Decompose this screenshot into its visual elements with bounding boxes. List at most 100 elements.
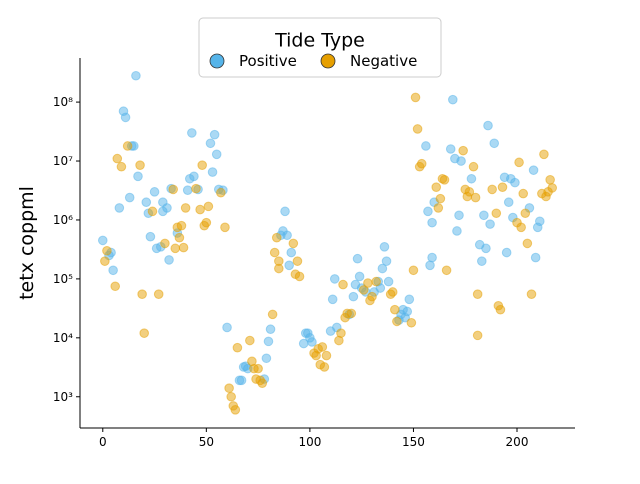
point: [410, 92, 421, 103]
y-tick-label: 10⁴: [53, 331, 73, 345]
point: [547, 183, 558, 193]
point: [176, 220, 187, 231]
point: [120, 112, 131, 123]
point: [261, 353, 272, 364]
point: [187, 128, 197, 138]
point: [427, 217, 437, 228]
point: [423, 206, 433, 217]
point: [112, 153, 123, 164]
point: [367, 291, 377, 302]
point: [327, 294, 338, 305]
y-tick-label: 10⁸: [53, 95, 73, 109]
point: [222, 322, 232, 333]
point: [178, 242, 189, 253]
point: [354, 271, 365, 282]
point: [392, 316, 402, 327]
point: [381, 256, 392, 266]
point: [501, 247, 512, 258]
point: [495, 304, 506, 315]
point: [358, 285, 369, 295]
point: [265, 324, 276, 335]
point: [383, 276, 394, 287]
point: [116, 161, 127, 172]
point: [114, 203, 125, 213]
point: [203, 201, 214, 212]
point: [520, 208, 531, 219]
point: [487, 184, 497, 195]
point: [510, 177, 520, 188]
point: [226, 391, 236, 402]
point: [431, 182, 442, 192]
point: [530, 252, 541, 263]
legend-label: Positive: [239, 52, 297, 70]
point: [110, 281, 121, 292]
point: [481, 243, 491, 254]
point: [534, 216, 545, 227]
point: [503, 197, 514, 208]
point: [404, 294, 415, 305]
point: [201, 217, 212, 228]
point: [470, 192, 481, 203]
point: [416, 158, 427, 169]
point: [205, 138, 216, 149]
legend-marker: [320, 53, 336, 69]
y-tick-label: 10³: [53, 390, 73, 404]
point: [257, 378, 268, 388]
point: [466, 173, 477, 184]
point: [124, 192, 135, 203]
point: [253, 363, 263, 374]
point: [329, 274, 340, 284]
legend-label: Negative: [350, 52, 417, 70]
point: [108, 265, 118, 276]
y-tick-label: 10⁷: [53, 154, 73, 168]
legend-frame: [198, 17, 442, 78]
point: [288, 238, 299, 249]
point: [371, 276, 381, 287]
point: [439, 175, 450, 185]
point: [317, 342, 328, 352]
point: [282, 230, 292, 241]
x-tick-label: 150: [402, 435, 425, 449]
point: [479, 210, 489, 221]
point: [245, 335, 255, 346]
point: [319, 362, 330, 372]
y-tick-label: 10⁶: [53, 213, 73, 227]
point: [141, 197, 152, 208]
point: [468, 161, 479, 172]
point: [402, 306, 413, 317]
point: [514, 157, 524, 168]
point: [379, 242, 390, 252]
point: [271, 232, 282, 243]
legend-marker: [209, 53, 225, 69]
point: [526, 289, 537, 299]
point: [168, 184, 179, 195]
point: [472, 330, 483, 341]
point: [448, 94, 458, 105]
point: [274, 256, 284, 266]
point: [133, 171, 143, 182]
point: [170, 243, 181, 254]
point: [491, 208, 502, 219]
point: [441, 265, 452, 276]
point: [100, 256, 110, 266]
point: [464, 187, 475, 197]
legend-title: Tide Type: [274, 30, 365, 52]
point: [387, 287, 398, 297]
y-axis-label: tetx coppml: [16, 186, 38, 300]
point: [497, 182, 508, 192]
point: [135, 160, 145, 170]
point: [263, 336, 274, 347]
point: [164, 255, 174, 265]
point: [427, 252, 437, 263]
point: [220, 222, 230, 233]
point: [211, 149, 222, 160]
point: [412, 124, 423, 134]
point: [197, 160, 207, 170]
point: [137, 289, 147, 299]
point: [363, 278, 373, 288]
point: [336, 328, 346, 338]
point: [182, 185, 193, 195]
point: [195, 204, 205, 215]
x-tick-label: 0: [99, 435, 107, 449]
point: [230, 405, 241, 415]
